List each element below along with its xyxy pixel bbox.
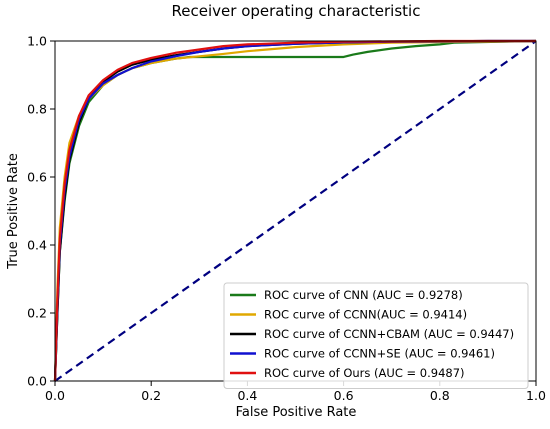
axes: 0.0 0.2 0.4 0.6 0.8 1.0 0.0 0.2 0.4 0.6 0.8 1.0 [27,34,546,404]
legend-label-0: ROC curve of CNN (AUC = 0.9278) [264,288,463,302]
x-tick-label: 1.0 [526,388,546,403]
x-tick-label: 0.6 [334,388,354,403]
legend-label-3: ROC curve of CCNN+SE (AUC = 0.9461) [264,347,495,361]
y-tick-label: 0.6 [27,170,47,185]
x-axis-label: False Positive Rate [236,405,357,420]
legend-label-2: ROC curve of CCNN+CBAM (AUC = 0.9447) [264,327,514,341]
y-axis-label: True Positive Rate [6,153,21,270]
y-tick-label: 0.4 [27,238,47,253]
x-tick-label: 0.0 [45,388,65,403]
y-tick-label: 0.8 [27,102,47,117]
legend-label-1: ROC curve of CCNN(AUC = 0.9414) [264,308,467,322]
legend-box [223,282,529,389]
y-tick-label: 0.0 [27,374,47,389]
chart-title: Receiver operating characteristic [172,2,421,20]
y-tick-label: 0.2 [27,306,47,321]
x-tick-label: 0.2 [141,388,161,403]
reference-diagonal-line [54,40,537,382]
legend: ROC curve of CNN (AUC = 0.9278) ROC curve… [223,282,529,389]
x-tick-label: 0.4 [237,388,257,403]
x-tick-label: 0.8 [430,388,450,403]
legend-label-4: ROC curve of Ours (AUC = 0.9487) [264,366,465,380]
y-tick-label: 1.0 [27,34,47,49]
